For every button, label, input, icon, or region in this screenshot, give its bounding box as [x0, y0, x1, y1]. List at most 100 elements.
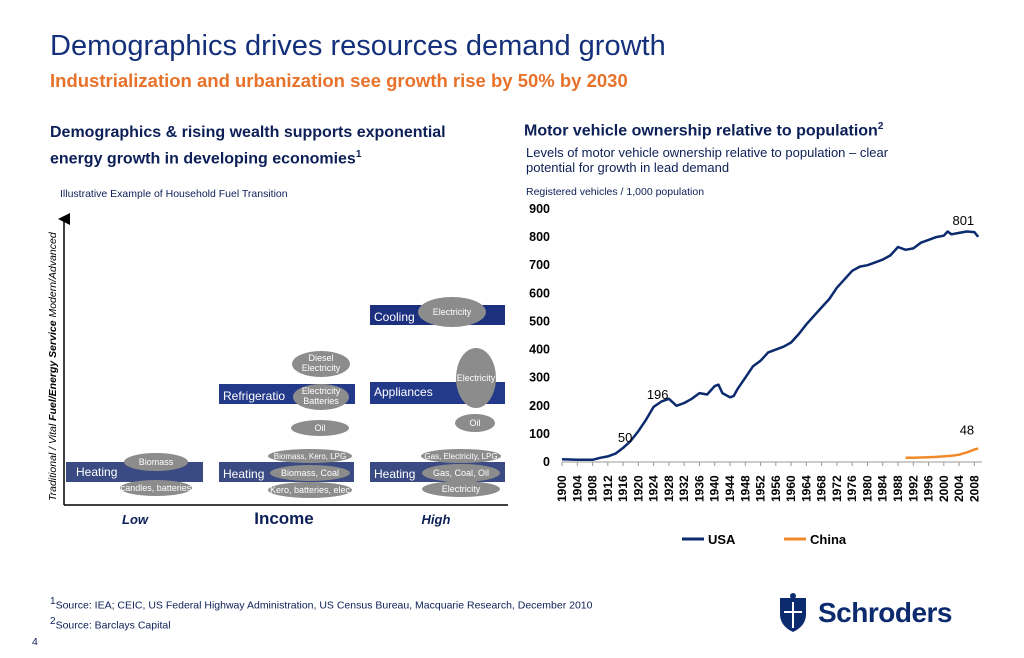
- x-axis-title: Income: [254, 509, 314, 528]
- legend-label-china: China: [810, 532, 847, 547]
- bubble-electricity-high: [422, 481, 500, 497]
- bubble-kero-batteries: [268, 482, 352, 498]
- y-tick-label: 700: [529, 258, 550, 272]
- x-tick-label: 1968: [815, 475, 829, 502]
- x-tick-label: 2004: [952, 475, 966, 502]
- x-tick-label: 1952: [754, 475, 768, 502]
- bubble-electricity-cooling: [418, 297, 486, 327]
- series-lines: [561, 230, 980, 462]
- x-tick-label: 1940: [708, 475, 722, 502]
- bubble-candles: [120, 480, 192, 496]
- bubble-label-electricity-appliances: Electricity: [457, 373, 496, 383]
- x-tick-label: 1960: [784, 475, 798, 502]
- x-tick-label: 1908: [586, 475, 600, 502]
- bubble-gas-elec-lpg: [421, 449, 501, 463]
- x-tick-label: 1948: [738, 475, 752, 502]
- x-tick-label: 1936: [692, 475, 706, 502]
- bubble-biomass-coal: [270, 465, 350, 481]
- bubble-electricity-batteries: [293, 384, 349, 410]
- left-caption: Illustrative Example of Household Fuel T…: [60, 188, 288, 200]
- y-tick-label: 0: [543, 455, 550, 469]
- x-tick-label: 1980: [860, 475, 874, 502]
- bubble-oil-high: [455, 414, 495, 432]
- bubble-label-kero-batteries: Kero, batteries, elec: [270, 485, 351, 495]
- bubble-text-diesel-electricity: Diesel Electricity: [301, 353, 341, 373]
- bar-label-cooling: Cooling: [374, 310, 415, 324]
- y-tick-label: 600: [529, 286, 550, 300]
- data-label: 48: [960, 423, 974, 438]
- x-tick-label: 1996: [922, 475, 936, 502]
- page-title: Demographics drives resources demand gro…: [50, 30, 666, 62]
- right-subheading: Levels of motor vehicle ownership relati…: [526, 145, 889, 175]
- footnotes: 1Source: IEA; CEIC, US Federal Highway A…: [50, 594, 592, 633]
- x-tick-label: 1916: [616, 475, 630, 502]
- schroders-logo: Schroders: [818, 597, 953, 628]
- bubble-label-electricity-cooling: Electricity: [433, 307, 472, 317]
- y-tick-label: 800: [529, 230, 550, 244]
- x-tick-label: 1928: [662, 475, 676, 502]
- page-subtitle: Industrialization and urbanization see g…: [50, 70, 628, 91]
- series-line-china: [905, 447, 979, 460]
- bubble-text-electricity-batteries: Electricity Batteries: [301, 386, 341, 406]
- y-tick-label: 500: [529, 314, 550, 328]
- y-axis: 0 100 200 300 400 500 600 700 800 900: [529, 202, 550, 469]
- footnote-2-sup: 2: [50, 615, 56, 627]
- x-tick-label: 1972: [830, 475, 844, 502]
- right-heading-text: Motor vehicle ownership relative to popu…: [524, 122, 878, 140]
- x-tick-label: 1944: [723, 475, 737, 502]
- x-axis-low: Low: [122, 512, 149, 527]
- series-line-usa: [561, 230, 980, 462]
- left-heading-sup: 1: [355, 149, 362, 160]
- bar-label-heating-mid: Heating: [223, 467, 264, 481]
- legend-label-usa: USA: [708, 532, 736, 547]
- x-axis: 1900 1904 1908 1912 1916 1920 1924 1928 1932 1936…: [555, 461, 982, 502]
- left-heading: Demographics & rising wealth supports ex…: [50, 122, 480, 170]
- footnote-1-text: Source: IEA; CEIC, US Federal Highway Ad…: [55, 599, 593, 612]
- bubble-label-electricity-high: Electricity: [442, 484, 481, 494]
- bubble-gas-coal-oil: [422, 464, 500, 482]
- footnote-1-sup: 1: [50, 596, 56, 607]
- x-tick-label: 1924: [647, 475, 661, 502]
- bubble-label-oil-high: Oil: [470, 418, 481, 428]
- y-tick-label: 900: [529, 202, 550, 216]
- bar-label-appliances: Appliances: [374, 385, 433, 399]
- x-tick-label: 1964: [799, 475, 813, 502]
- x-tick-label: 1956: [769, 475, 783, 502]
- annotations: 50 196 801 48: [618, 213, 974, 445]
- fuel-transition-diagram: Traditional / Vital Fuel/Energy Service …: [47, 213, 508, 528]
- x-tick-label: 2000: [937, 475, 951, 502]
- y-tick-label: 400: [529, 343, 550, 357]
- bubble-label-oil-mid: Oil: [315, 423, 326, 433]
- bubble-label-candles: candles, batteries: [121, 483, 192, 493]
- bubble-label-electricity-batteries: Electricity Batteries: [301, 386, 341, 406]
- bubble-label-gas-elec-lpg: Gas, Electricity, LPG: [424, 452, 497, 461]
- x-axis-high: High: [422, 512, 451, 527]
- y-tick-label: 200: [529, 399, 550, 413]
- bubble-label-biomass: Biomass: [139, 457, 174, 467]
- bubble-biomass-kero: [268, 449, 352, 463]
- bubble-biomass: [124, 453, 188, 471]
- bubble-label-diesel-electricity: Diesel Electricity: [301, 353, 341, 373]
- x-tick-label: 2008: [967, 475, 981, 502]
- page-number: 4: [32, 636, 38, 648]
- right-heading-sup: 2: [877, 121, 884, 132]
- y-tick-label: 300: [529, 371, 550, 385]
- bubble-oil-mid: [291, 420, 349, 436]
- schroders-crest-icon: [780, 593, 806, 632]
- data-label: 196: [647, 387, 669, 402]
- y-axis-label: Traditional / Vital Fuel/Energy Service …: [47, 231, 59, 501]
- bubble-diesel-electricity: [292, 351, 350, 377]
- x-tick-label: 1976: [845, 475, 859, 502]
- x-tick-label: 1904: [570, 475, 584, 502]
- x-tick-label: 1920: [631, 475, 645, 502]
- vehicle-ownership-chart: 0 100 200 300 400 500 600 700 800 900 1900 1904 190…: [529, 202, 982, 547]
- bubble-label-biomass-kero: Biomass, Kero, LPG: [274, 452, 346, 461]
- x-tick-label: 1900: [555, 475, 569, 502]
- right-caption: Registered vehicles / 1,000 population: [526, 186, 705, 198]
- bar-label-refrigeration: Refrigeratio: [223, 389, 285, 403]
- bar-label-heating-low: Heating: [76, 465, 117, 479]
- y-tick-label: 100: [529, 427, 550, 441]
- x-tick-label: 1912: [601, 475, 615, 502]
- bar-label-heating-high: Heating: [374, 467, 415, 481]
- footnote-1: 1Source: IEA; CEIC, US Federal Highway A…: [50, 594, 592, 614]
